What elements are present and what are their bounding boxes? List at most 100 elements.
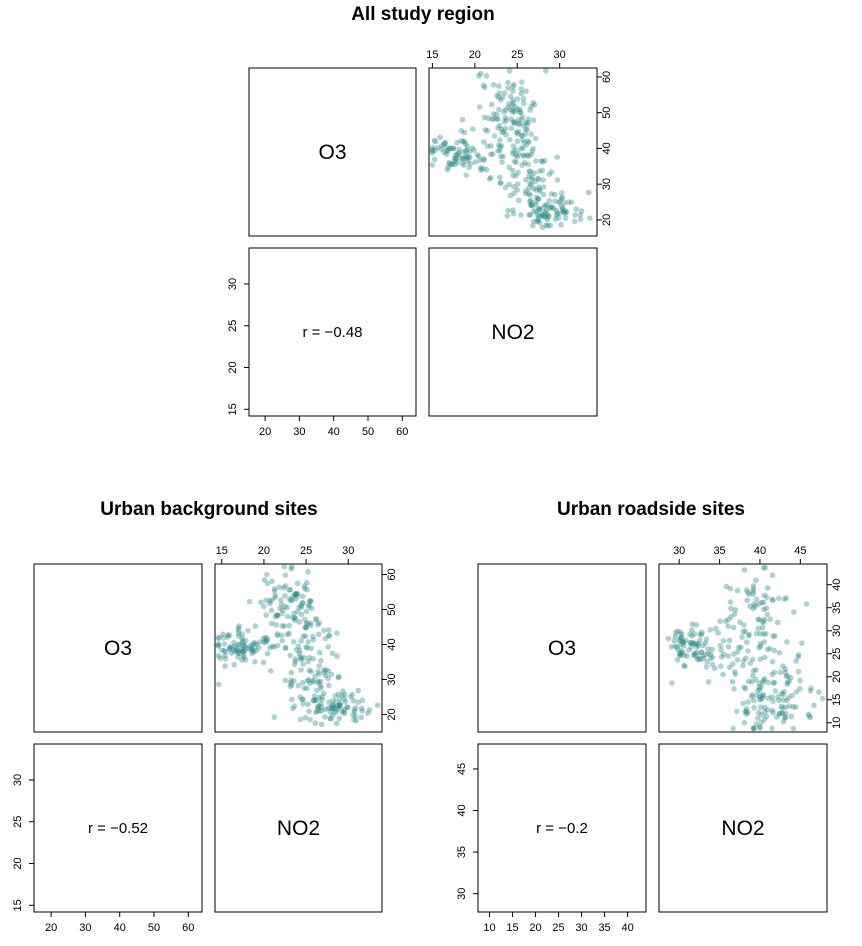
scatter-point [755,616,762,623]
scatter-point [523,176,529,183]
scatter-point [506,68,513,74]
scatter-point [434,145,441,151]
scatter-point [514,96,521,102]
scatter-point [318,721,325,728]
scatter-point [236,650,243,657]
scatter-point [552,191,558,198]
scatter-point [778,703,785,710]
scatter-point [787,675,794,681]
scatter-point [540,184,547,190]
scatter-point [700,653,706,660]
scatter-point [730,725,736,732]
scatter-point [523,190,529,197]
scatter-point [682,637,689,644]
scatter-point [334,703,340,709]
scatter-point [527,107,533,113]
scatter-point [336,715,343,722]
scatter-point [524,152,531,158]
scatter-point [255,645,262,651]
left-y-tick-label: 35 [456,846,468,858]
scatter-point [523,142,530,148]
scatter-point [543,214,549,220]
scatter-point [705,646,711,652]
scatter-point [501,108,507,115]
scatter-point [757,725,763,731]
scatter-point [289,597,295,603]
scatter-point [539,211,546,217]
scatter-point [330,712,336,718]
scatter-point [297,647,303,654]
scatter-point [352,705,359,711]
scatter-point [751,704,757,711]
scatter-point [517,109,523,115]
scatter-point [527,202,534,208]
scatter-point [235,630,242,637]
scatter-point [753,721,760,727]
scatter-point [543,68,549,74]
scatter-point [689,621,696,627]
scatter-point [729,679,736,685]
scatter-point [678,648,685,654]
scatter-point [315,631,322,638]
scatter-point [783,595,790,601]
scatter-point [462,140,469,147]
scatter-point [441,149,447,155]
scatter-point [464,153,471,160]
scatter-point [526,190,532,197]
scatter-point [481,139,487,145]
scatter-point [298,611,305,618]
scatter-point [562,215,569,221]
scatter-point [533,198,540,205]
right-y-tick-label: 60 [386,568,398,580]
scatter-point [790,703,797,710]
left-y-tick-label: 15 [12,899,24,911]
scatter-point [316,671,323,677]
scatter-point [280,607,286,613]
scatter-point [269,620,275,627]
scatter-point [767,645,773,652]
scatter-point [329,702,336,708]
scatter-point [316,708,323,714]
scatter-point [534,212,540,218]
scatter-point [286,622,293,629]
scatter-point [758,719,765,726]
scatter-point [521,152,528,158]
bottom-x-tick-label: 25 [552,922,564,934]
scatter-point [548,169,555,175]
scatter-point [760,618,766,624]
scatter-point [305,569,311,575]
scatter-point [536,205,542,212]
scatter-point [745,648,751,654]
scatter-point [502,107,509,113]
scatter-point [688,640,694,647]
scatter-point [235,627,242,634]
scatter-point [305,639,312,645]
scatter-point [359,708,365,714]
scatter-point [761,616,768,623]
scatter-point [222,649,229,655]
scatter-point [239,637,246,644]
scatter-point [298,638,305,644]
scatter-point [527,168,534,175]
scatter-point [681,643,687,649]
scatter-point [535,196,542,202]
scatter-point [524,126,530,133]
right-y-tick-label: 20 [831,671,843,683]
right-y-tick-label: 60 [601,71,613,83]
scatter-point [336,702,342,709]
scatter-point [679,639,686,646]
scatter-point [307,680,313,687]
scatter-point [528,131,534,137]
scatter-point [527,180,533,187]
scatter-point [236,623,242,629]
scatter-point [292,656,299,662]
scatter-point [760,620,766,626]
scatter-point [478,167,484,173]
scatter-point [689,640,696,647]
left-y-tick-label: 20 [227,361,239,373]
scatter-point [475,153,482,160]
scatter-point [700,655,706,662]
scatter-point [745,699,751,705]
scatter-point [769,694,775,700]
scatter-point [284,613,291,620]
